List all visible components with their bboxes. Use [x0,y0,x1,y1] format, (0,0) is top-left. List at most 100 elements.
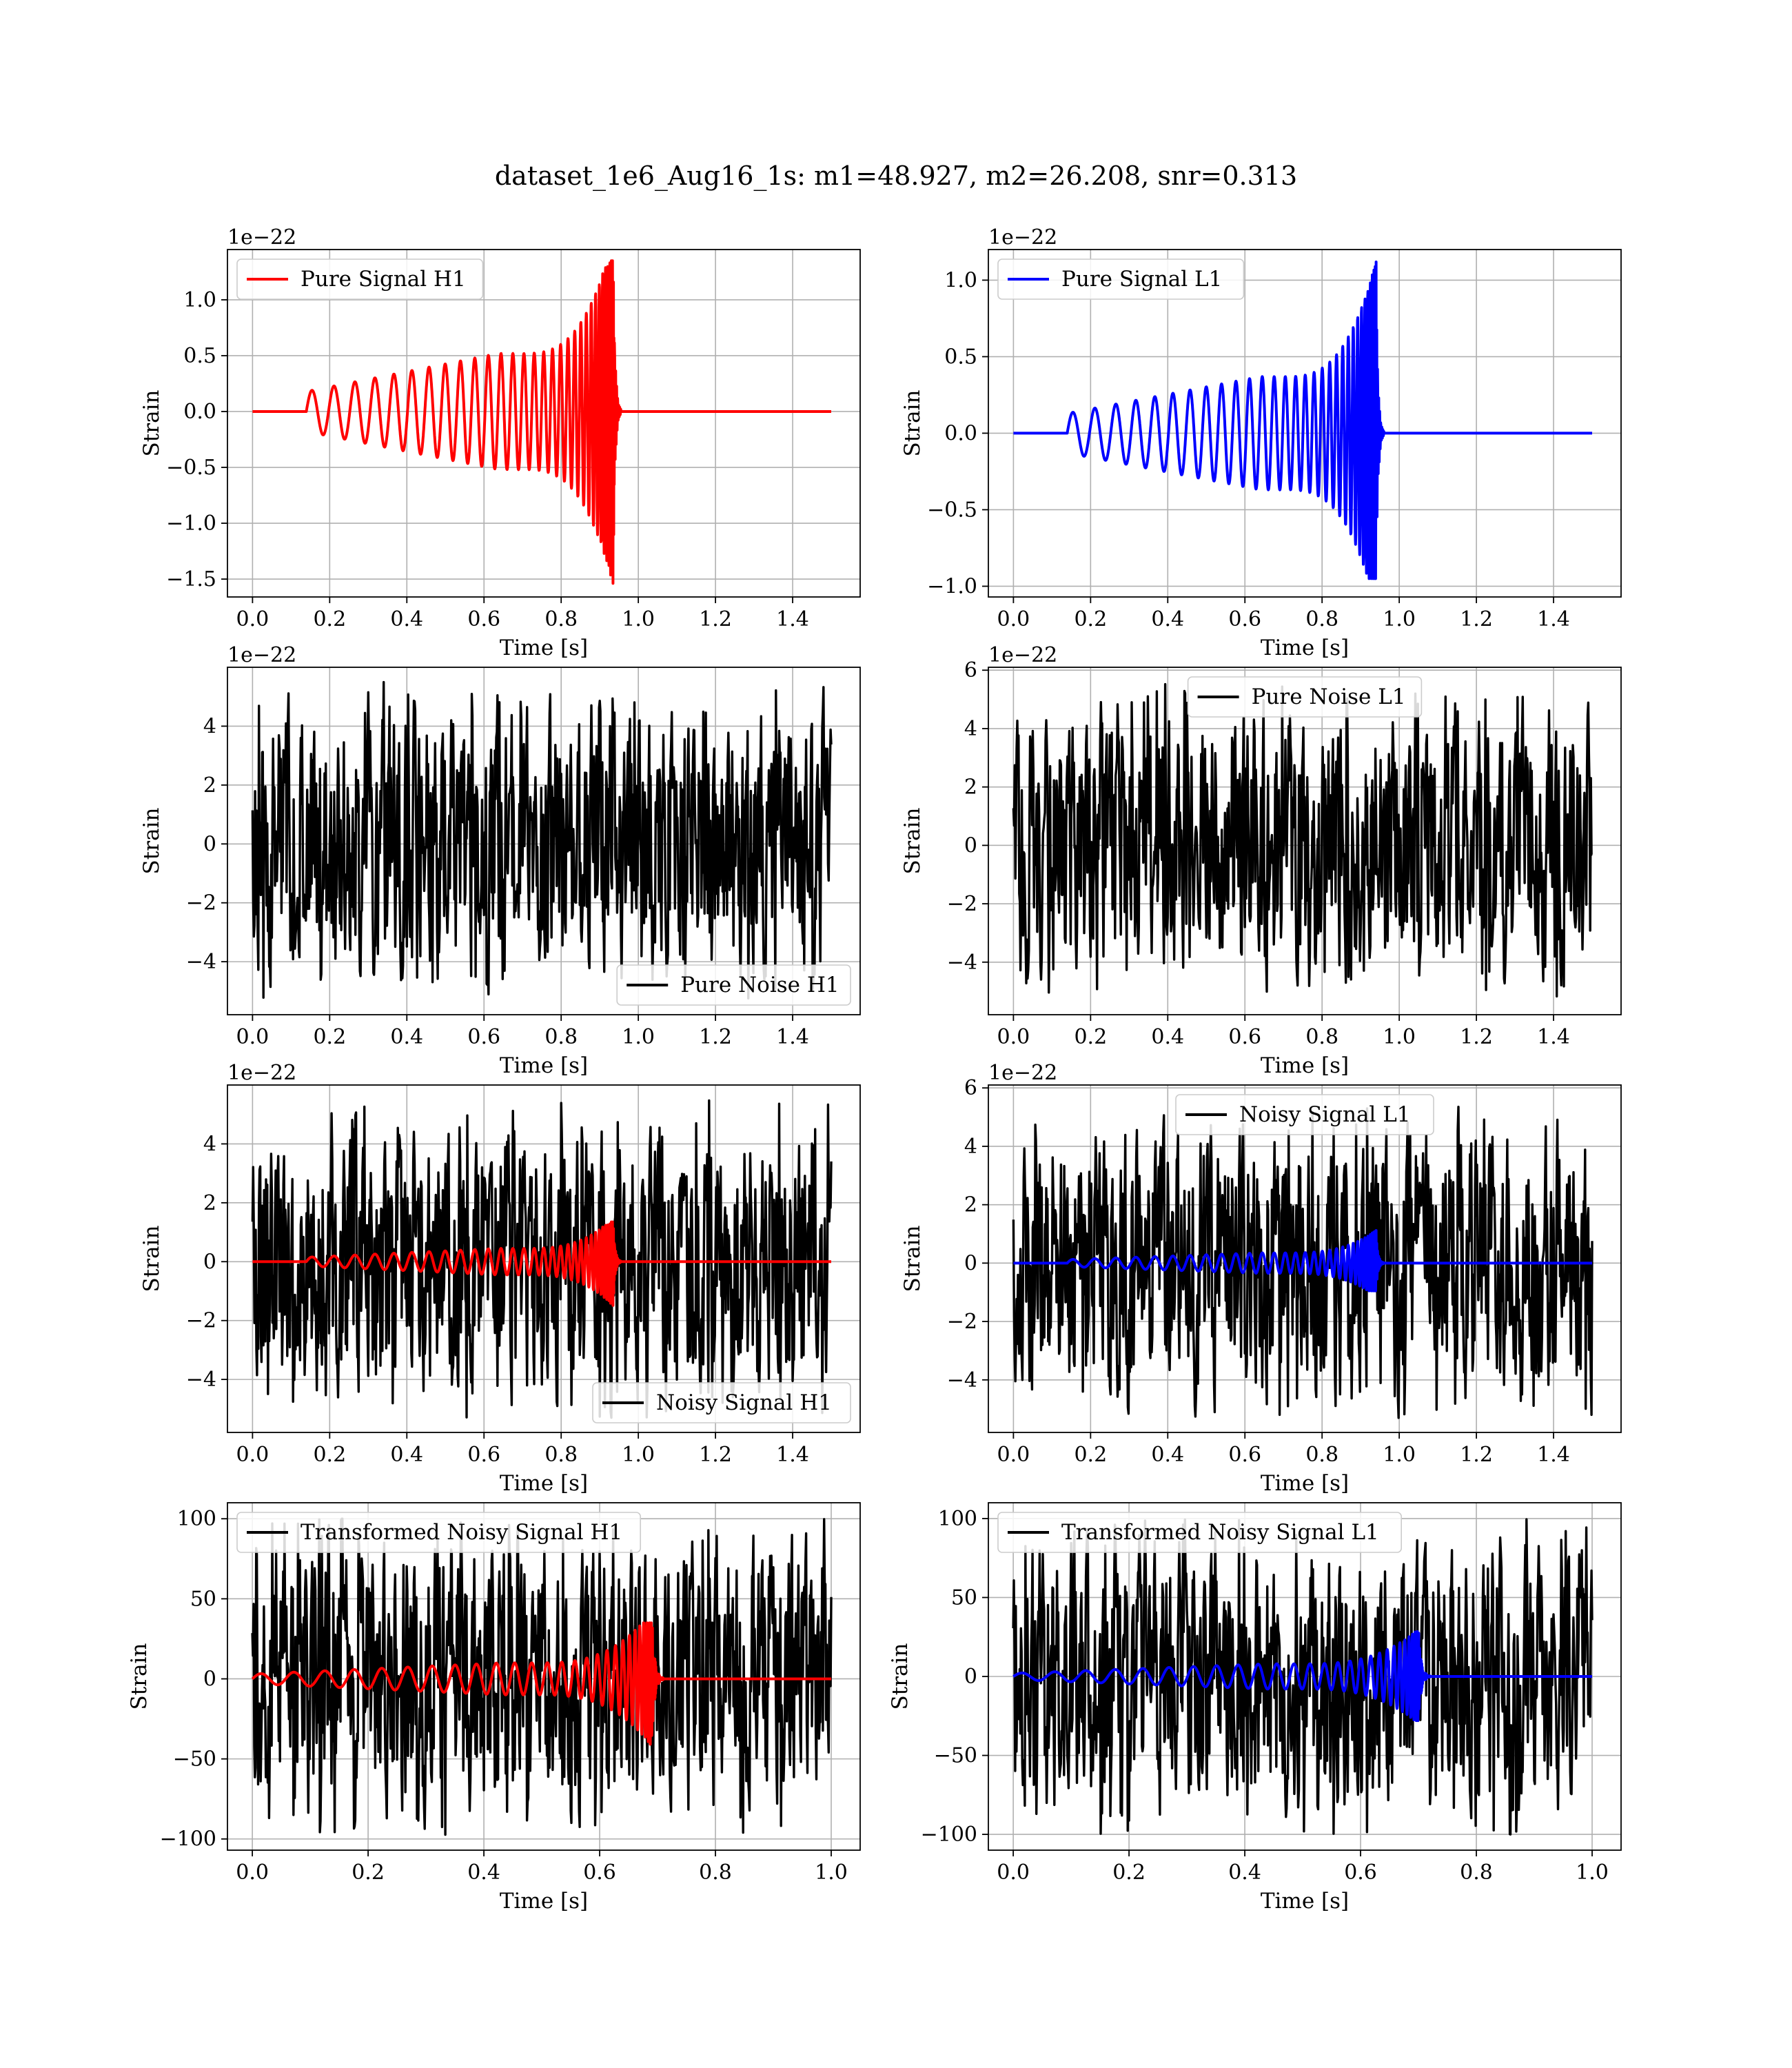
plot-area [251,259,833,585]
y-offset-text: 1e−22 [227,1061,296,1085]
y-offset-text: 1e−22 [988,643,1057,667]
x-tick-label: 0.6 [1228,1443,1261,1467]
x-axis-label: Time [s] [500,1889,588,1914]
y-tick-label: −100 [921,1823,977,1847]
legend: Pure Noise L1 [1187,676,1423,718]
x-tick-label: 0.4 [390,1443,423,1467]
y-tick-label: 0 [964,1251,977,1275]
y-tick-label: 0.0 [944,421,977,445]
x-tick-label: 1.4 [1537,607,1570,631]
y-axis-label: Strain [900,808,925,875]
x-tick-label: 1.2 [699,1025,732,1049]
y-offset-text: 1e−22 [227,643,296,667]
figure-title: dataset_1e6_Aug16_1s: m1=48.927, m2=26.2… [495,161,1297,192]
x-tick-label: 0.6 [467,1025,500,1049]
panel-noisy-signal-h1: 0.0 0.2 0.4 0.6 0.8 1.0 1.2 1.4 −4 −2 0 2 4 Time [s] S… [139,1061,861,1496]
y-tick-label: −2 [947,1310,977,1334]
x-tick-label: 1.2 [1460,1025,1493,1049]
x-tick-label: 1.0 [622,1025,655,1049]
x-axis-label: Time [s] [500,636,588,660]
x-tick-label: 0.2 [313,1443,346,1467]
panel-pure-noise-h1: 0.0 0.2 0.4 0.6 0.8 1.0 1.2 1.4 −4 −2 0 2 4 Time [s] S… [139,643,861,1078]
x-tick-label: 1.0 [622,607,655,631]
axes-frame [988,249,1622,598]
y-tick-label: −2 [947,892,977,916]
y-tick-label: 4 [203,714,216,738]
y-tick-label: −2 [186,1309,216,1333]
y-tick-label: 0 [964,833,977,858]
x-axis-label: Time [s] [1261,1471,1349,1496]
x-tick-label: 1.4 [1537,1443,1570,1467]
series-line-noise [1012,1106,1594,1419]
legend: Noisy Signal L1 [1175,1094,1434,1135]
x-tick-label: 1.4 [776,1443,809,1467]
x-tick-label: 0.6 [467,1443,500,1467]
y-tick-label: −50 [173,1747,216,1772]
x-tick-label: 0.8 [544,1443,578,1467]
x-tick-label: 0.8 [544,607,578,631]
y-tick-label: 1.0 [944,268,977,292]
series-line-noise [251,1517,833,1836]
y-tick-label: 0 [964,1665,977,1689]
y-tick-label: −4 [947,1368,977,1392]
y-axis-label: Strain [139,808,164,875]
x-tick-label: 0.6 [1228,1025,1261,1049]
y-axis-label: Strain [139,390,164,457]
y-tick-label: 6 [964,1076,977,1100]
y-tick-label: 2 [964,1193,977,1217]
y-tick-label: −0.5 [166,456,216,480]
legend-label: Pure Signal H1 [301,267,466,292]
x-tick-label: 0.4 [390,607,423,631]
x-tick-label: 0.0 [236,1861,269,1885]
y-offset-text: 1e−22 [988,225,1057,250]
x-tick-label: 0.6 [583,1861,616,1885]
x-tick-label: 0.0 [997,1861,1030,1885]
y-tick-label: 4 [964,717,977,741]
legend-label: Pure Signal L1 [1061,267,1222,292]
plot-area [251,1099,833,1419]
legend: Noisy Signal H1 [592,1382,851,1423]
plot-area [1012,682,1593,998]
y-tick-label: 4 [964,1135,977,1159]
y-tick-label: 0.5 [183,344,216,368]
axes-frame [227,667,861,1015]
series-line-signal [1012,261,1594,580]
y-tick-label: 0.5 [944,345,977,369]
y-tick-label: 2 [964,776,977,800]
legend-box [1175,1094,1434,1135]
x-tick-label: 0.0 [997,607,1030,631]
x-tick-label: 1.4 [776,1025,809,1049]
y-tick-label: 50 [951,1585,977,1610]
panel-noisy-signal-l1: 0.0 0.2 0.4 0.6 0.8 1.0 1.2 1.4 −4 −2 0 2 4 6 Time [s]… [900,1061,1622,1496]
x-tick-label: 0.0 [997,1025,1030,1049]
y-tick-label: 2 [203,1191,216,1215]
legend-box [997,258,1245,300]
y-tick-label: 0 [203,1667,216,1691]
y-offset-text: 1e−22 [988,1061,1057,1085]
y-tick-label: −1.5 [166,567,216,591]
legend-box [997,1512,1403,1553]
y-axis-label: Strain [888,1643,913,1710]
y-tick-label: 2 [203,773,216,798]
y-tick-label: 1.0 [183,288,216,312]
x-tick-label: 1.0 [1576,1861,1609,1885]
axes-frame [988,1084,1622,1433]
axes-frame [227,1502,861,1851]
legend: Pure Noise H1 [616,964,851,1006]
axes-frame [227,249,861,598]
y-tick-label: −4 [186,1368,216,1392]
axes-frame [227,1084,861,1433]
plot-area [251,1517,833,1836]
legend-label: Pure Noise L1 [1252,685,1406,709]
y-axis-label: Strain [127,1643,152,1710]
x-axis-label: Time [s] [1261,1053,1349,1078]
plot-area [1012,1518,1594,1836]
legend-box [236,1512,642,1553]
x-tick-label: 1.0 [1383,607,1416,631]
y-tick-label: −4 [186,950,216,974]
legend: Transformed Noisy Signal L1 [997,1512,1403,1553]
x-axis-label: Time [s] [1261,1889,1349,1914]
legend: Transformed Noisy Signal H1 [236,1512,642,1553]
x-tick-label: 0.8 [1460,1861,1493,1885]
